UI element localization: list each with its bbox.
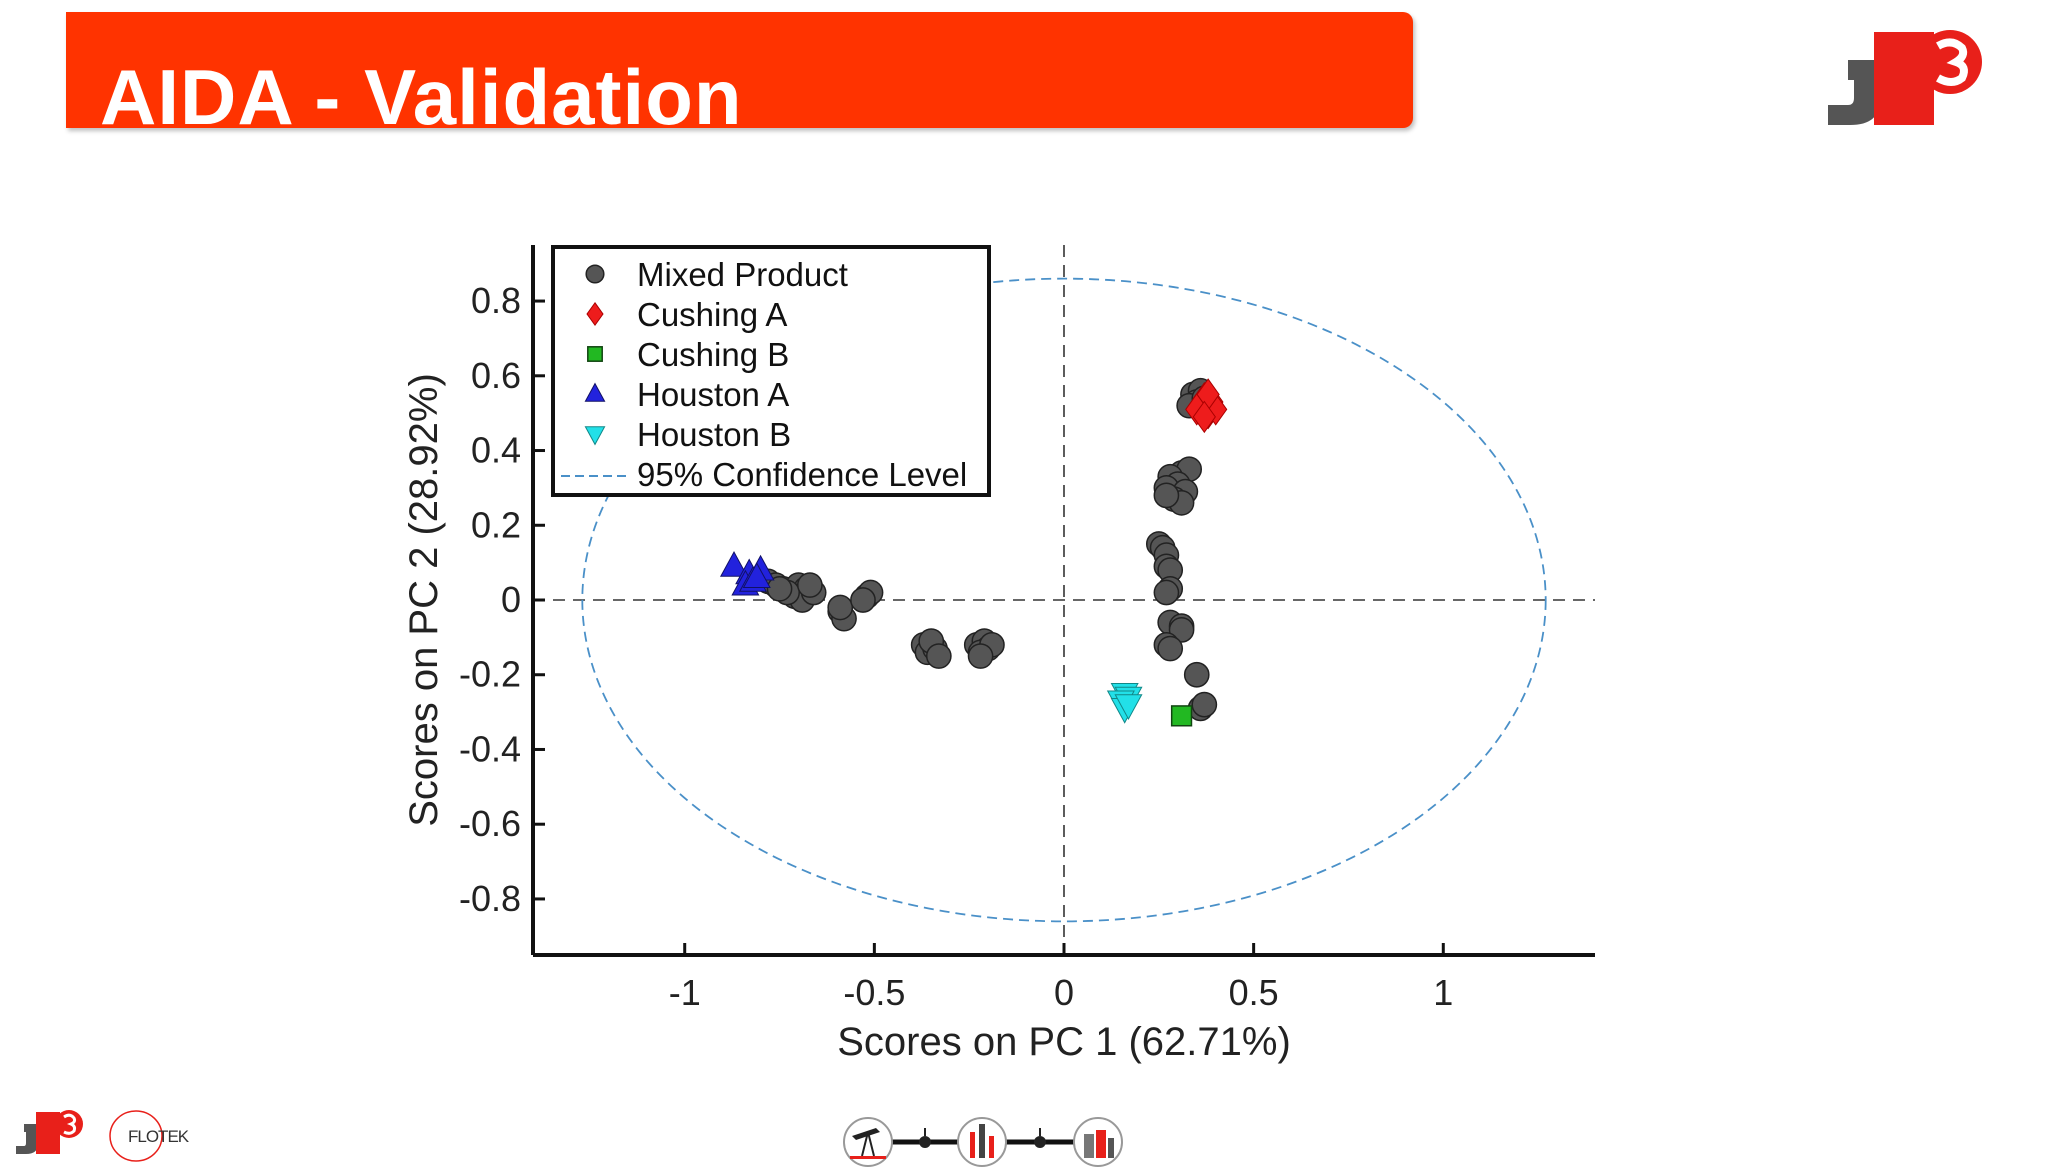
flotek-text: FLOTEK (128, 1127, 190, 1146)
point-mixed-product-54 (1157, 635, 1184, 662)
y-tick-label: 0 (501, 579, 521, 620)
legend-swatch-houston-a (584, 382, 606, 402)
legend-label-houston-a: Houston A (637, 376, 789, 413)
x-tick-label: 0.5 (1229, 972, 1279, 1013)
legend-swatch-cushing-a (586, 301, 604, 327)
legend-label-cushing-b: Cushing B (637, 336, 789, 373)
point-houston-a-0 (719, 551, 749, 577)
point-mixed-product-22 (925, 643, 952, 669)
point-mixed-product-17 (850, 587, 876, 613)
legend-label-cushing-a: Cushing A (637, 296, 787, 333)
process-flow-logo (843, 1117, 1123, 1167)
y-tick-label: -0.6 (459, 803, 521, 844)
refinery-icon (957, 1117, 1007, 1167)
y-tick-label: -0.2 (459, 654, 521, 695)
y-tick-label: -0.4 (459, 728, 521, 769)
j3-logo-bottom-left (16, 1110, 83, 1154)
y-tick-label: 0.4 (471, 430, 521, 471)
point-mixed-product-11 (766, 575, 793, 602)
point-houston-a-5 (742, 562, 771, 588)
x-tick-label: 0 (1054, 972, 1074, 1013)
point-houston-b-4 (1114, 694, 1143, 720)
oil-pump-icon (843, 1117, 893, 1167)
point-mixed-product-28 (967, 643, 994, 669)
point-mixed-product-49 (1153, 579, 1180, 606)
point-cushing-b-0 (1170, 705, 1193, 727)
y-tick-label: -0.8 (459, 878, 521, 919)
point-mixed-product-57 (1191, 691, 1218, 718)
y-tick-label: 0.8 (471, 280, 521, 321)
point-mixed-product-14 (827, 594, 854, 621)
point-mixed-product-42 (1153, 482, 1180, 509)
x-tick-label: -0.5 (843, 972, 905, 1013)
y-axis-label: Scores on PC 2 (28.92%) (402, 373, 446, 827)
x-tick-label: 1 (1433, 972, 1453, 1013)
x-tick-label: -1 (669, 972, 701, 1013)
y-tick-label: 0.6 (471, 355, 521, 396)
x-axis-label: Scores on PC 1 (62.71%) (837, 1020, 1291, 1064)
valve-icon-2 (1034, 1128, 1046, 1148)
legend-label-95-confidence-level: 95% Confidence Level (637, 456, 967, 493)
legend-label-houston-b: Houston B (637, 416, 791, 453)
point-mixed-product-55 (1183, 661, 1210, 688)
legend-swatch-cushing-b (587, 346, 603, 362)
legend-box (551, 245, 991, 497)
j3-logo-top-right (1828, 30, 1982, 125)
title-bar (66, 12, 1413, 128)
legend-swatch-mixed-product (585, 264, 605, 284)
storage-tank-icon (1073, 1117, 1123, 1167)
point-mixed-product-10 (797, 572, 823, 598)
valve-icon-1 (919, 1128, 931, 1148)
y-tick-label: 0.2 (471, 504, 521, 545)
point-cushing-a-7 (1192, 400, 1216, 434)
confidence-ellipse (581, 277, 1547, 923)
flotek-logo: FLOTEK (109, 1110, 191, 1162)
legend-label-mixed-product: Mixed Product (637, 256, 848, 293)
slide-title: AIDA - Validation (100, 53, 743, 141)
legend-swatch-houston-b (584, 426, 606, 446)
